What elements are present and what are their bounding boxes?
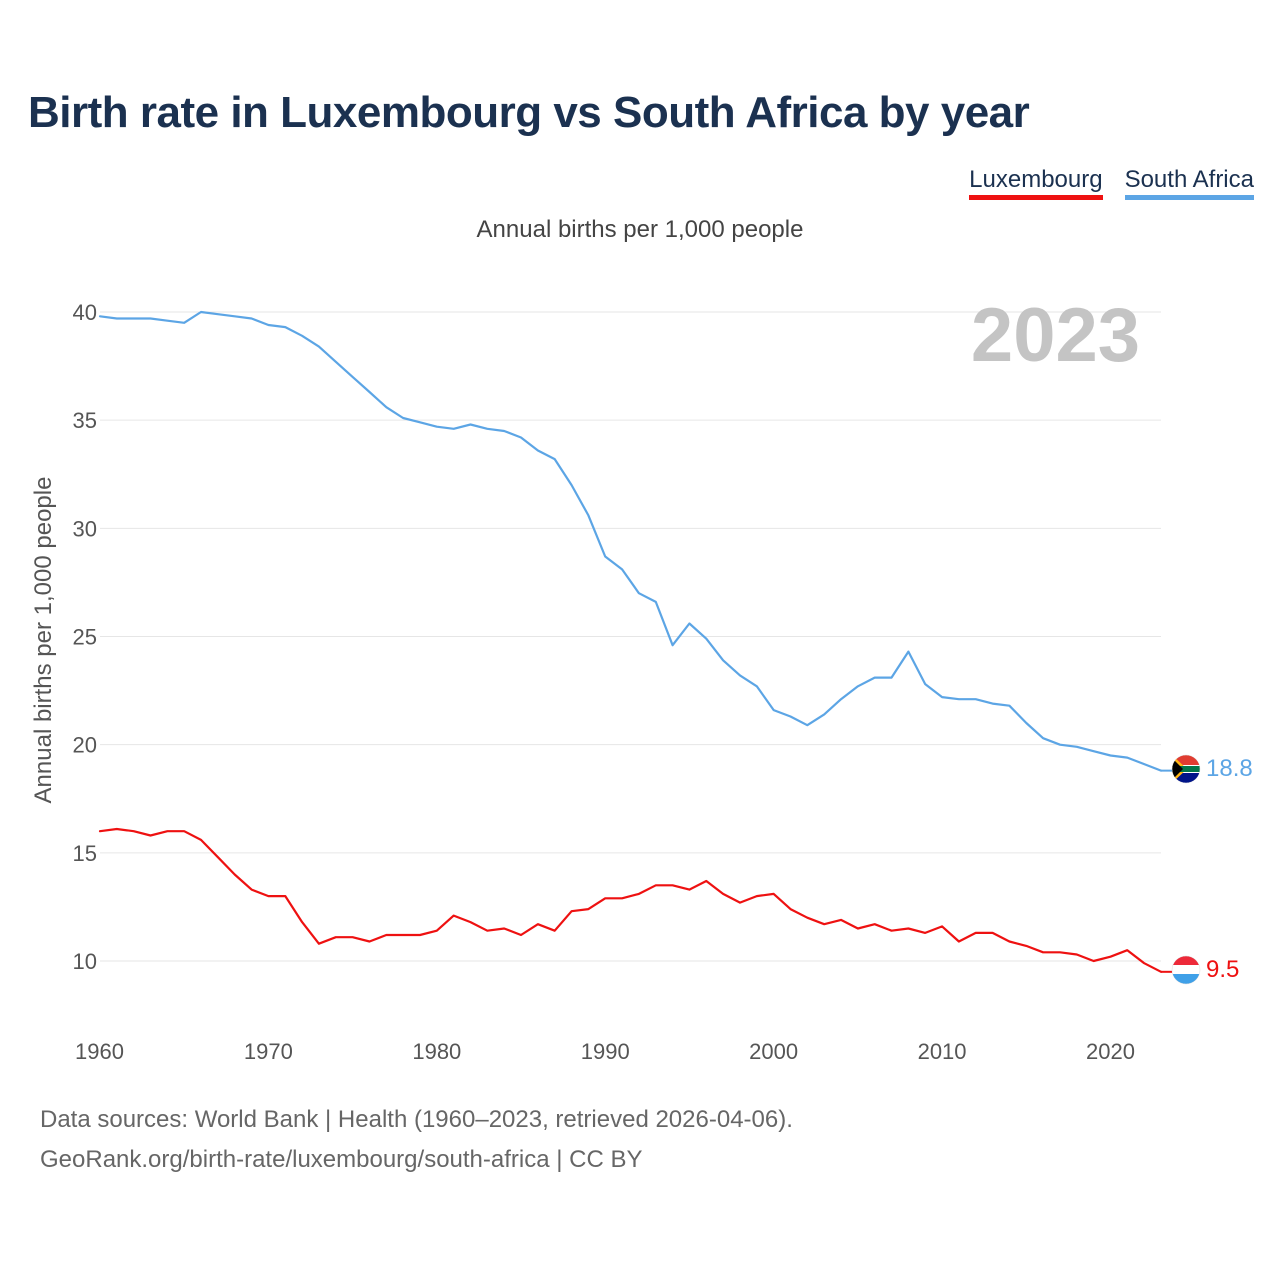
x-tick-label: 1990 bbox=[581, 1039, 630, 1064]
grid-lines bbox=[100, 311, 1161, 962]
y-tick-label: 20 bbox=[73, 733, 97, 758]
x-tick-label: 1980 bbox=[412, 1039, 461, 1064]
chart-subtitle: Annual births per 1,000 people bbox=[476, 216, 804, 243]
x-tick-label: 2010 bbox=[918, 1039, 967, 1064]
series-lines bbox=[98, 310, 1172, 973]
y-axis-label: Annual births per 1,000 people bbox=[30, 477, 57, 804]
series-line-south-africa bbox=[98, 310, 1163, 772]
source-url-note: GeoRank.org/birth-rate/luxembourg/south-… bbox=[40, 1146, 643, 1173]
chart-title: Birth rate in Luxembourg vs South Africa… bbox=[28, 88, 1030, 137]
end-value-label-south-africa: 18.8 bbox=[1206, 755, 1253, 782]
x-tick-label: 2000 bbox=[749, 1039, 798, 1064]
y-tick-label: 25 bbox=[73, 625, 97, 650]
legend: Luxembourg South Africa bbox=[969, 166, 1254, 200]
y-tick-label: 40 bbox=[73, 300, 97, 325]
luxembourg-flag-icon bbox=[1171, 955, 1201, 985]
x-tick-label: 2020 bbox=[1086, 1039, 1135, 1064]
legend-item-luxembourg[interactable]: Luxembourg bbox=[969, 166, 1103, 200]
y-tick-label: 15 bbox=[73, 841, 97, 866]
legend-item-south-africa[interactable]: South Africa bbox=[1124, 166, 1254, 200]
south-africa-flag-icon bbox=[1171, 754, 1201, 784]
y-axis-ticks: 10 15 20 25 30 35 40 bbox=[73, 300, 97, 974]
x-axis-ticks: 1960 1970 1980 1990 2000 2010 2020 bbox=[75, 1039, 1135, 1064]
current-year-label: 2023 bbox=[971, 293, 1140, 378]
line-chart: 10 15 20 25 30 35 40 1960 1970 1980 1990 2000 2010 2… bbox=[30, 293, 1253, 1064]
x-tick-label: 1960 bbox=[75, 1039, 124, 1064]
y-tick-label: 35 bbox=[73, 408, 97, 433]
x-tick-label: 1970 bbox=[244, 1039, 293, 1064]
end-value-label-luxembourg: 9.5 bbox=[1206, 956, 1239, 983]
series-line-luxembourg bbox=[98, 827, 1163, 973]
y-tick-label: 30 bbox=[73, 516, 97, 541]
y-tick-label: 10 bbox=[73, 949, 97, 974]
data-source-note: Data sources: World Bank | Health (1960–… bbox=[40, 1106, 793, 1133]
